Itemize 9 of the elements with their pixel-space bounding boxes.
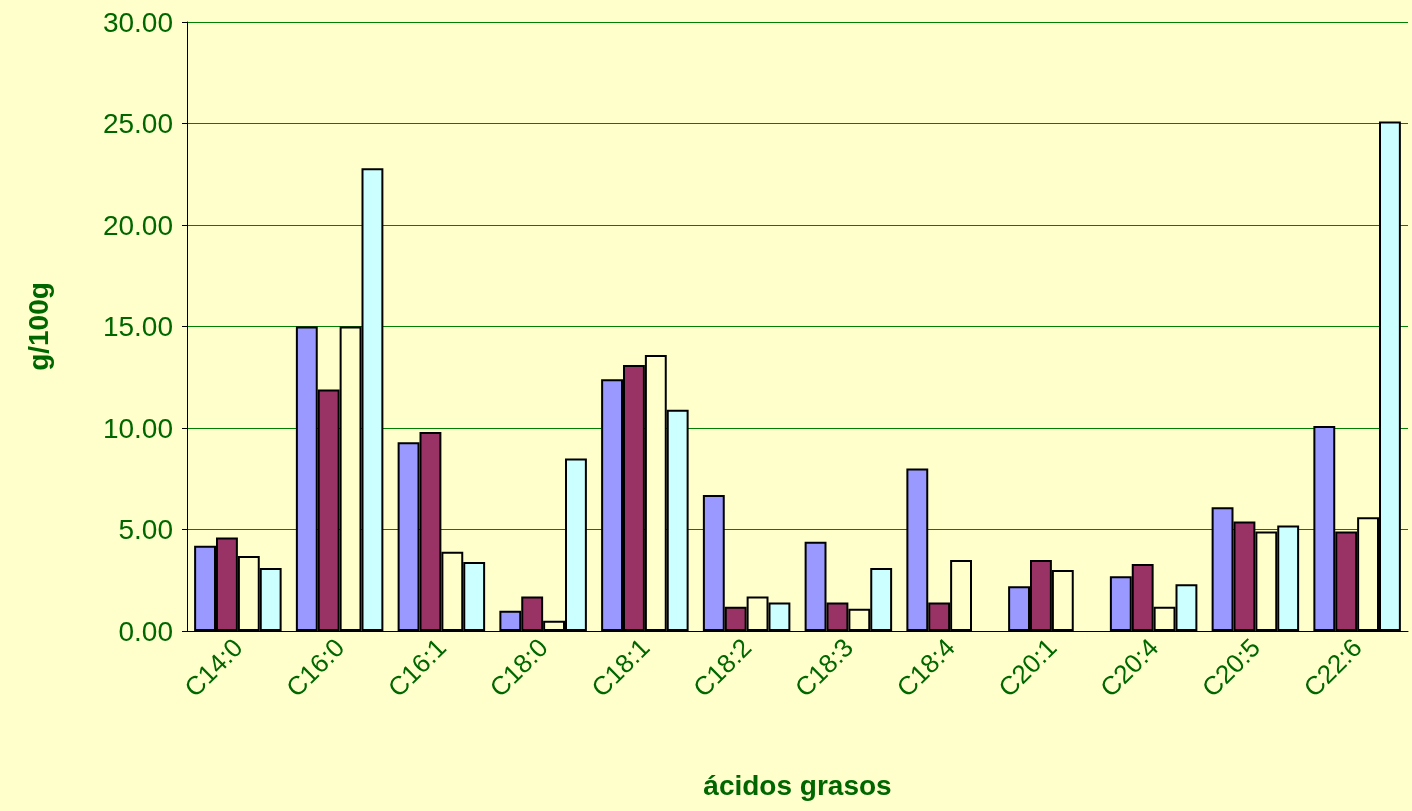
- y-axis-title: g/100g: [22, 282, 54, 371]
- y-tick-label: 20.00: [102, 209, 173, 241]
- y-tick-label: 0.00: [118, 615, 173, 647]
- x-axis-title: ácidos grasos: [703, 769, 892, 801]
- y-tick-label: 5.00: [118, 514, 173, 545]
- y-tick-label: 10.00: [102, 412, 173, 444]
- y-tick-label: 15.00: [102, 311, 173, 342]
- y-tick-label: 25.00: [102, 108, 173, 139]
- y-tick-label: 30.00: [102, 6, 173, 38]
